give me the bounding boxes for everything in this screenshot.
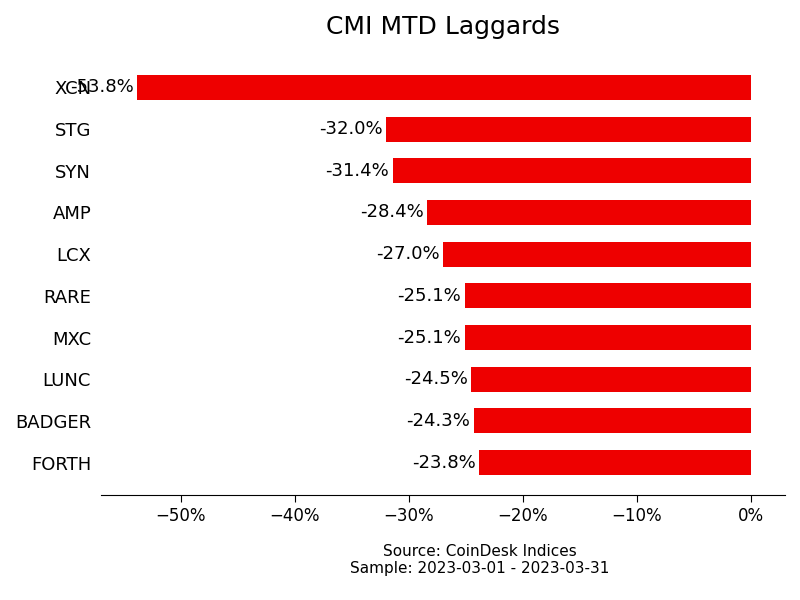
Text: -31.4%: -31.4% — [326, 162, 390, 180]
Text: -24.3%: -24.3% — [406, 412, 470, 430]
Bar — [393, 158, 750, 183]
Bar — [138, 75, 750, 100]
Text: Source: CoinDesk Indices
Sample: 2023-03-01 - 2023-03-31: Source: CoinDesk Indices Sample: 2023-03… — [350, 544, 610, 576]
Text: -24.5%: -24.5% — [404, 370, 468, 388]
Text: -23.8%: -23.8% — [412, 454, 476, 472]
Text: -32.0%: -32.0% — [319, 120, 382, 138]
Bar — [474, 409, 750, 433]
Text: -53.8%: -53.8% — [70, 79, 134, 97]
Bar — [427, 200, 750, 225]
Text: -27.0%: -27.0% — [376, 245, 439, 263]
Bar — [465, 325, 750, 350]
Bar — [479, 450, 750, 475]
Bar — [471, 367, 750, 392]
Text: -25.1%: -25.1% — [398, 329, 461, 347]
Bar — [443, 242, 750, 266]
Text: -28.4%: -28.4% — [360, 203, 423, 221]
Bar — [386, 116, 750, 142]
Bar — [465, 283, 750, 308]
Text: -25.1%: -25.1% — [398, 287, 461, 305]
Title: CMI MTD Laggards: CMI MTD Laggards — [326, 15, 560, 39]
